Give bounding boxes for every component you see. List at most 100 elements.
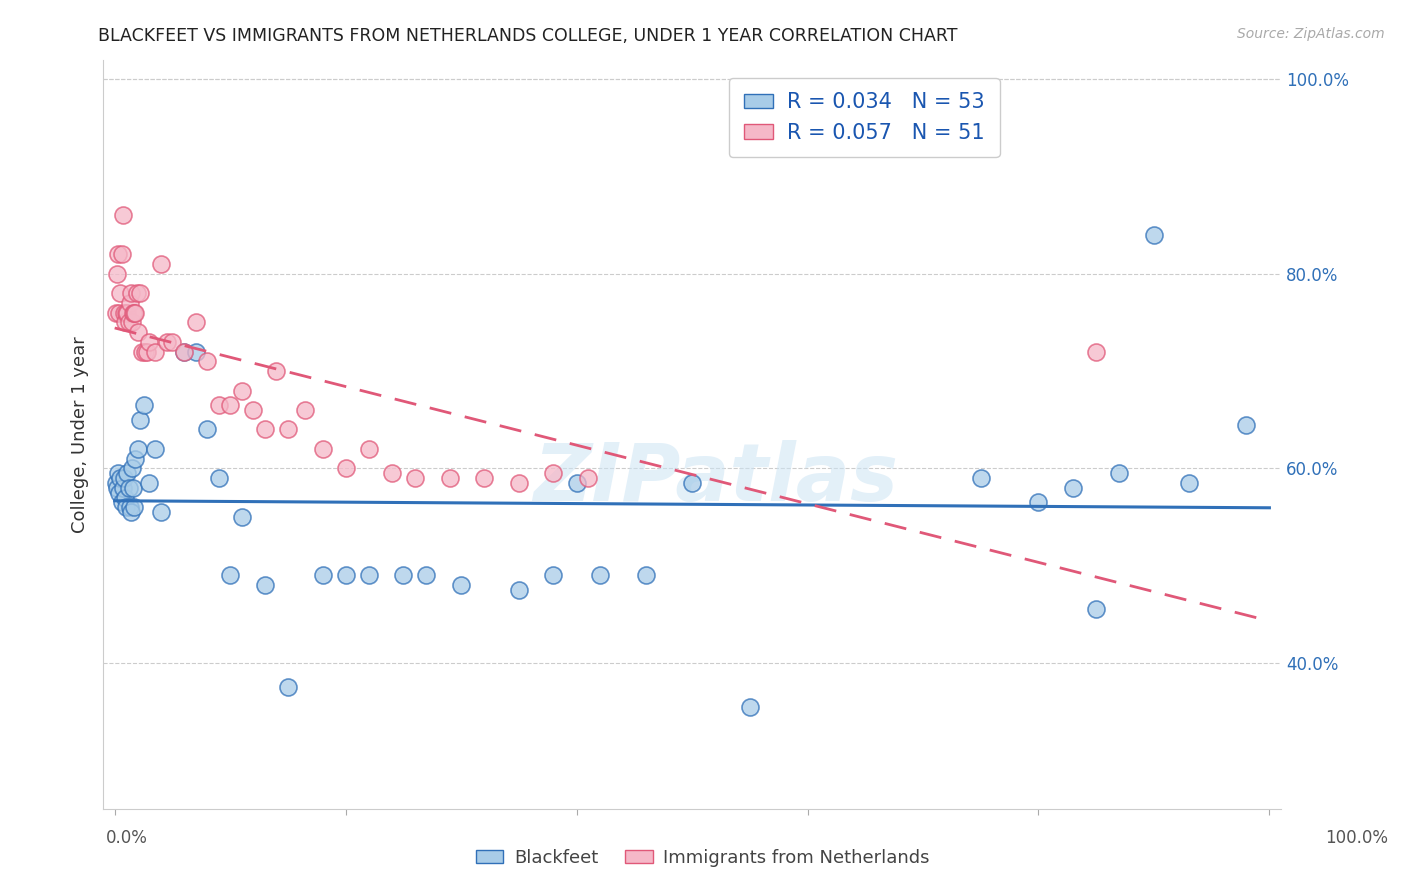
Point	[124, 305, 146, 319]
Point	[117, 467, 139, 481]
Point	[111, 208, 134, 222]
Point	[143, 442, 166, 456]
Point	[173, 344, 195, 359]
Point	[1085, 602, 1108, 616]
Point	[277, 422, 299, 436]
Point	[1028, 495, 1050, 509]
Point	[112, 471, 135, 485]
Point	[472, 471, 495, 485]
Point	[111, 481, 134, 495]
Point	[565, 475, 588, 490]
Point	[231, 510, 253, 524]
Point	[114, 491, 136, 505]
Point	[115, 305, 138, 319]
Point	[184, 344, 207, 359]
Text: Source: ZipAtlas.com: Source: ZipAtlas.com	[1237, 27, 1385, 41]
Point	[105, 481, 128, 495]
Point	[681, 475, 703, 490]
Point	[132, 398, 155, 412]
Point	[107, 467, 129, 481]
Point	[122, 305, 145, 319]
Point	[335, 461, 357, 475]
Point	[117, 315, 139, 329]
Point	[124, 500, 146, 515]
Point	[266, 364, 288, 378]
Point	[112, 305, 135, 319]
Point	[136, 344, 159, 359]
Point	[114, 315, 136, 329]
Point	[125, 286, 148, 301]
Point	[143, 344, 166, 359]
Text: 100.0%: 100.0%	[1326, 829, 1388, 847]
Point	[127, 442, 149, 456]
Point	[277, 681, 299, 695]
Point	[576, 471, 599, 485]
Text: ZIPatlas: ZIPatlas	[533, 441, 898, 518]
Point	[634, 568, 657, 582]
Point	[121, 461, 143, 475]
Point	[104, 305, 127, 319]
Point	[415, 568, 437, 582]
Point	[231, 384, 253, 398]
Point	[294, 403, 316, 417]
Point	[110, 247, 132, 261]
Point	[162, 334, 184, 349]
Point	[118, 296, 141, 310]
Point	[381, 467, 404, 481]
Text: BLACKFEET VS IMMIGRANTS FROM NETHERLANDS COLLEGE, UNDER 1 YEAR CORRELATION CHART: BLACKFEET VS IMMIGRANTS FROM NETHERLANDS…	[98, 27, 957, 45]
Point	[392, 568, 415, 582]
Point	[195, 422, 218, 436]
Y-axis label: College, Under 1 year: College, Under 1 year	[72, 336, 89, 533]
Point	[129, 413, 152, 427]
Point	[118, 500, 141, 515]
Point	[124, 305, 146, 319]
Point	[439, 471, 461, 485]
Point	[149, 257, 172, 271]
Point	[173, 344, 195, 359]
Point	[110, 286, 132, 301]
Point	[508, 582, 530, 597]
Point	[129, 286, 152, 301]
Point	[110, 471, 132, 485]
Point	[120, 286, 142, 301]
Point	[127, 325, 149, 339]
Point	[543, 568, 565, 582]
Text: 0.0%: 0.0%	[105, 829, 148, 847]
Point	[138, 334, 160, 349]
Point	[122, 481, 145, 495]
Point	[1085, 344, 1108, 359]
Point	[311, 568, 333, 582]
Point	[107, 247, 129, 261]
Point	[1234, 417, 1257, 432]
Point	[156, 334, 179, 349]
Point	[138, 475, 160, 490]
Legend: R = 0.034   N = 53, R = 0.057   N = 51: R = 0.034 N = 53, R = 0.057 N = 51	[730, 78, 1000, 157]
Point	[253, 578, 276, 592]
Point	[404, 471, 426, 485]
Point	[184, 315, 207, 329]
Point	[120, 505, 142, 519]
Point	[543, 467, 565, 481]
Point	[970, 471, 993, 485]
Point	[738, 699, 761, 714]
Point	[117, 481, 139, 495]
Point	[105, 267, 128, 281]
Point	[335, 568, 357, 582]
Point	[115, 500, 138, 515]
Point	[589, 568, 612, 582]
Point	[1143, 227, 1166, 242]
Point	[1062, 481, 1084, 495]
Point	[134, 344, 156, 359]
Point	[1108, 467, 1130, 481]
Point	[108, 305, 131, 319]
Point	[149, 505, 172, 519]
Point	[357, 442, 380, 456]
Point	[131, 344, 153, 359]
Point	[357, 568, 380, 582]
Point	[253, 422, 276, 436]
Point	[311, 442, 333, 456]
Point	[1177, 475, 1199, 490]
Point	[121, 315, 143, 329]
Point	[117, 305, 139, 319]
Point	[124, 451, 146, 466]
